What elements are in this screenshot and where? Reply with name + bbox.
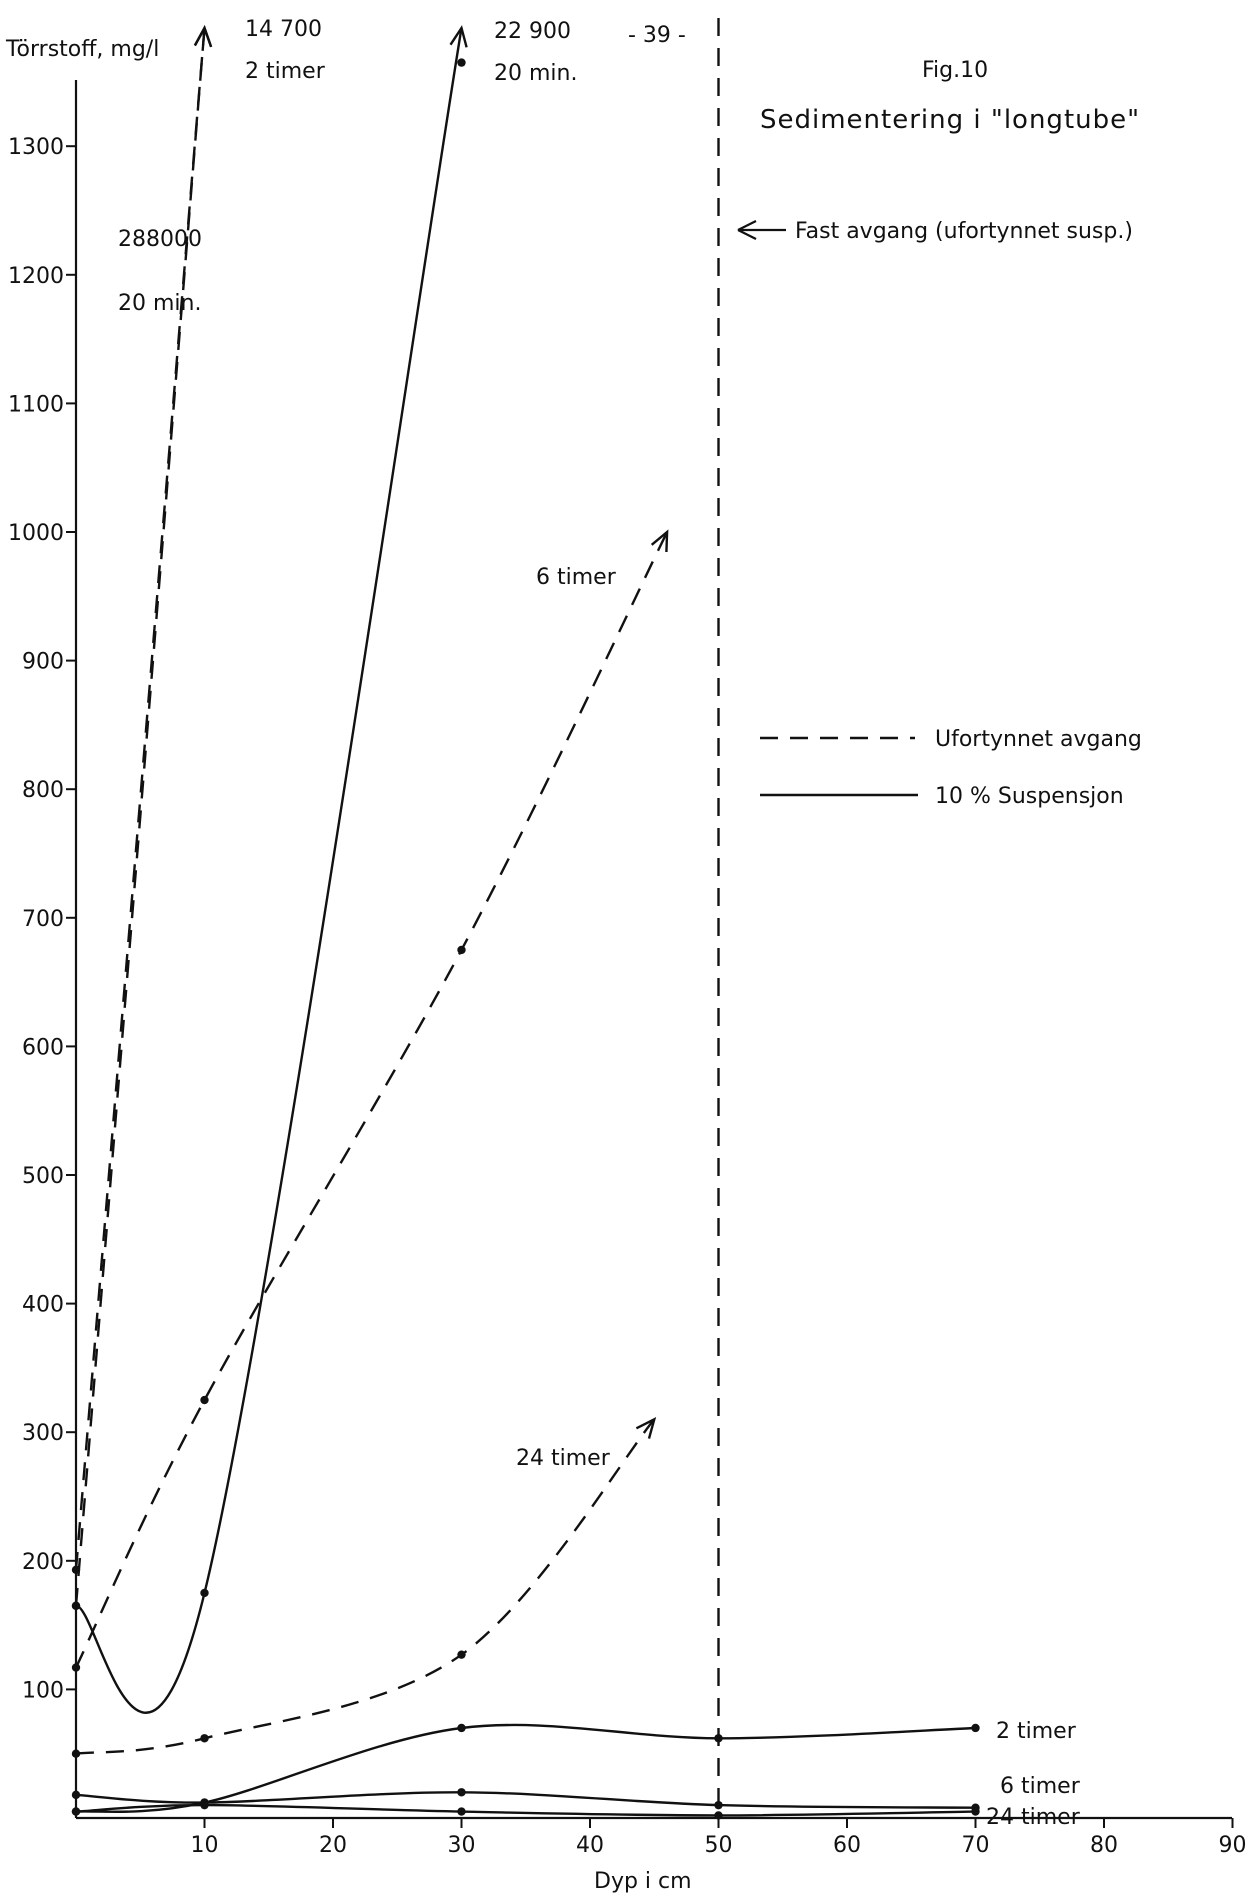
x-tick-label: 80 (1090, 1833, 1118, 1858)
data-points (71, 58, 980, 1820)
data-point (200, 1395, 209, 1405)
y-tick-label: 1200 (8, 264, 64, 289)
data-point (200, 1734, 209, 1743)
data-point (714, 1811, 723, 1820)
x-axis-label: Dyp i cm (594, 1869, 692, 1894)
label-6-timer-solid: 6 timer (1000, 1774, 1081, 1799)
series-solid-20-min-curve (75, 27, 463, 1714)
data-point (971, 1807, 980, 1816)
series-solid-20-min-arrowhead (449, 25, 468, 48)
figure-title: Sedimentering i "longtube" (760, 105, 1140, 135)
x-tick-label: 40 (576, 1833, 604, 1858)
data-point (971, 1723, 980, 1733)
data-point (457, 945, 466, 955)
y-tick-label: 500 (22, 1164, 64, 1189)
data-point (200, 1588, 209, 1598)
x-tick-label: 10 (191, 1833, 219, 1858)
x-tick-label: 30 (448, 1833, 476, 1858)
data-point (457, 1807, 466, 1816)
label-24-timer-dashed: 24 timer (516, 1446, 611, 1471)
series-dashed-2-timer-curve (74, 27, 206, 1570)
label-24-timer-solid: 24 timer (986, 1805, 1081, 1830)
data-point (457, 1723, 466, 1733)
series-dashed-2-timer-arrowhead (193, 25, 213, 48)
series-solid-6-timer-curve (75, 1791, 976, 1809)
annotation-22900-value: 22 900 (494, 19, 571, 44)
x-tick-label: 50 (705, 1833, 733, 1858)
data-point (71, 1790, 81, 1800)
series-dashed-6-timer-arrowhead (650, 529, 669, 553)
x-tick-label: 70 (962, 1833, 990, 1858)
page-number: - 39 - (628, 23, 686, 48)
y-tick-label: 1000 (8, 521, 64, 546)
data-point (714, 1800, 723, 1810)
legend-solid-label: 10 % Suspensjon (935, 784, 1124, 809)
data-point (71, 1601, 81, 1611)
y-axis-label: Törrstoff, mg/l (5, 37, 159, 62)
data-point (71, 1749, 81, 1758)
y-tick-label: 300 (22, 1421, 64, 1446)
x-tick-label: 20 (319, 1833, 347, 1858)
fast-avgang-label: Fast avgang (ufortynnet susp.) (795, 219, 1133, 244)
annotation-14700-value: 14 700 (245, 17, 322, 42)
x-tick-label: 90 (1219, 1833, 1247, 1858)
y-tick-label: 700 (22, 907, 64, 932)
label-6-timer-dashed: 6 timer (536, 565, 617, 590)
y-tick-label: 900 (22, 650, 64, 675)
y-tick-label: 100 (22, 1678, 64, 1703)
series-solid-24-timer-curve (75, 1803, 976, 1817)
x-ticks: 10 20 30 40 50 60 70 80 90 (191, 1818, 1247, 1858)
data-point (714, 1734, 723, 1743)
y-tick-label: 200 (22, 1550, 64, 1575)
data-point (71, 1663, 81, 1672)
annotation-22900-time: 20 min. (494, 61, 577, 86)
x-tick-label: 60 (833, 1833, 861, 1858)
y-tick-label: 800 (22, 778, 64, 803)
fast-avgang-arrow-head (737, 220, 757, 240)
series-dashed-24-timer-arrowhead (635, 1417, 657, 1439)
series-dashed-24-timer-curve (75, 1418, 656, 1755)
data-point (457, 1788, 466, 1797)
figure-label: Fig.10 (922, 58, 988, 83)
y-tick-label: 400 (22, 1293, 64, 1318)
y-ticks: 100 200 300 400 500 600 700 800 900 1000 1100 1200 1… (8, 135, 76, 1703)
curves (74, 25, 976, 1817)
data-point (457, 1650, 466, 1659)
y-tick-label: 1100 (8, 392, 64, 417)
annotation-288000-value: 288000 (118, 227, 202, 252)
y-tick-label: 600 (22, 1035, 64, 1060)
data-point (457, 58, 466, 67)
series-dashed-6-timer-curve (74, 531, 669, 1669)
annotation-288000-time: 20 min. (118, 291, 201, 316)
series-solid-2-timer-curve (75, 1723, 976, 1813)
data-point (71, 1565, 81, 1575)
label-2-timer-solid: 2 timer (996, 1719, 1077, 1744)
y-tick-label: 1300 (8, 135, 64, 160)
series-dashed-20-min-curve (74, 27, 206, 1606)
data-point (71, 1807, 81, 1816)
data-point (200, 1800, 209, 1810)
legend-dashed-label: Ufortynnet avgang (935, 727, 1142, 752)
annotation-14700-time: 2 timer (245, 59, 326, 84)
